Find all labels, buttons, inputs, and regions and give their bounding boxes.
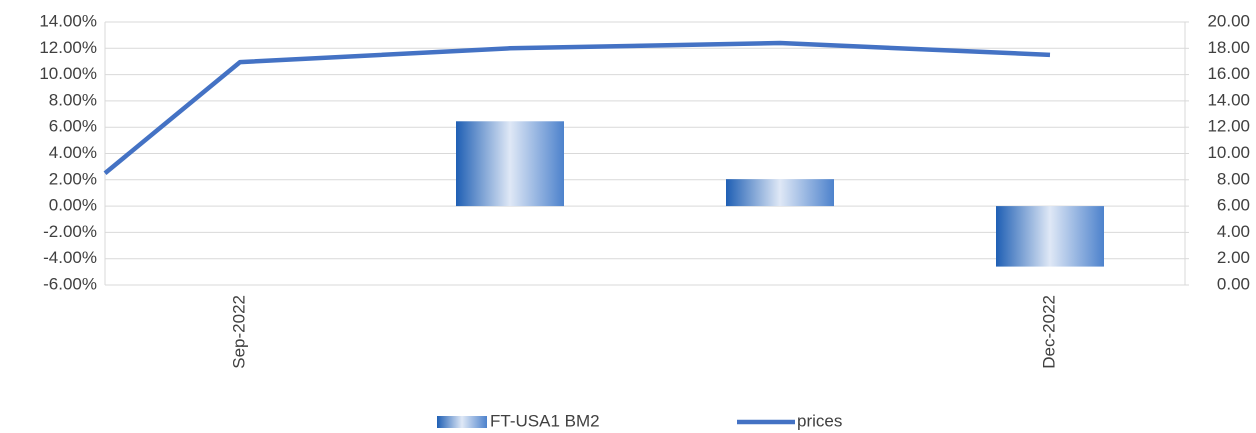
y2-tick-label: 16.00 — [1207, 64, 1250, 83]
bar — [456, 121, 564, 207]
x-tick-label: Dec-2022 — [1039, 295, 1058, 369]
legend-swatch — [437, 416, 487, 428]
y2-tick-label: 18.00 — [1207, 38, 1250, 57]
legend-label: FT-USA1 BM2 — [490, 411, 600, 430]
legend-label: prices — [797, 411, 842, 430]
y2-tick-label: 2.00 — [1217, 248, 1250, 267]
y-tick-label: 14.00% — [39, 11, 97, 30]
line — [103, 40, 1051, 175]
y-tick-label: 4.00% — [49, 143, 97, 162]
y-tick-label: 10.00% — [39, 64, 97, 83]
y2-tick-label: 14.00 — [1207, 90, 1250, 109]
y-tick-label: -4.00% — [43, 248, 97, 267]
y2-tick-label: 4.00 — [1217, 222, 1250, 241]
x-tick-label: Sep-2022 — [229, 295, 248, 369]
y2-tick-label: 12.00 — [1207, 117, 1250, 136]
y-tick-label: 8.00% — [49, 90, 97, 109]
y-tick-label: 2.00% — [49, 169, 97, 188]
y2-tick-label: 6.00 — [1217, 196, 1250, 215]
y2-tick-label: 0.00 — [1217, 274, 1250, 293]
y-tick-label: -2.00% — [43, 222, 97, 241]
y-tick-label: -6.00% — [43, 274, 97, 293]
bar — [996, 206, 1104, 267]
y-tick-label: 0.00% — [49, 196, 97, 215]
y-tick-label: 12.00% — [39, 38, 97, 57]
y2-tick-label: 8.00 — [1217, 169, 1250, 188]
y2-tick-label: 10.00 — [1207, 143, 1250, 162]
y-tick-label: 6.00% — [49, 117, 97, 136]
bar — [726, 179, 834, 207]
y2-tick-label: 20.00 — [1207, 11, 1250, 30]
